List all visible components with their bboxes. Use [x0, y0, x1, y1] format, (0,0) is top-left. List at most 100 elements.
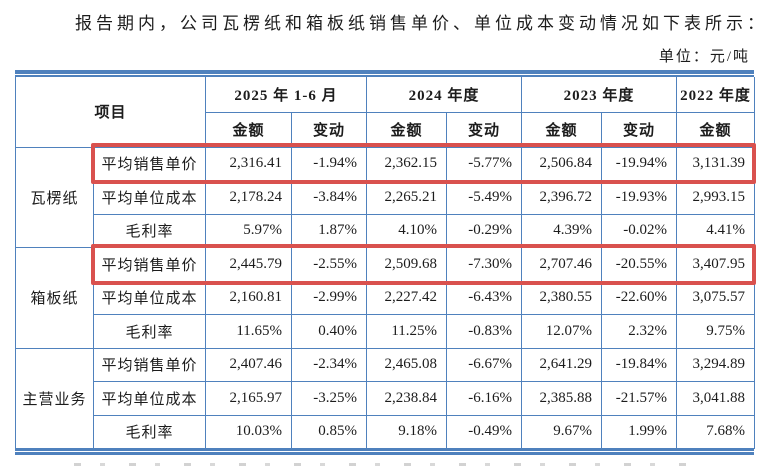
column-header-2022: 2022 年度 [676, 77, 756, 113]
table-row: 毛利率 11.65% 0.40% 11.25% -0.83% 12.07% 2.… [16, 314, 756, 349]
cell-value: 1.99% [601, 414, 678, 449]
cell-value: 2.32% [601, 314, 678, 349]
intro-paragraph: 报告期内，公司瓦楞纸和箱板纸销售单价、单位成本变动情况如下表所示： [75, 14, 766, 33]
cell-value: 3,407.95 [676, 247, 756, 282]
cell-value: 3,294.89 [676, 347, 756, 382]
cell-value: -19.93% [601, 180, 678, 215]
cell-value: 2,396.72 [521, 180, 603, 215]
row-label: 平均单位成本 [92, 280, 207, 315]
cell-value: -2.99% [291, 280, 368, 315]
subheader-change-2024: 变动 [446, 112, 523, 148]
table-row: 毛利率 10.03% 0.85% 9.18% -0.49% 9.67% 1.99… [16, 414, 756, 449]
table-row: 瓦楞纸 平均销售单价 2,316.41 -1.94% 2,362.15 -5.7… [15, 146, 756, 248]
cell-value: 2,380.55 [521, 280, 603, 315]
cell-value: 0.85% [291, 414, 368, 449]
table-row: 毛利率 5.97% 1.87% 4.10% -0.29% 4.39% -0.02… [16, 213, 756, 248]
price-cost-table: 项目 2025 年 1-6 月 2024 年度 2023 年度 2022 年度 … [14, 70, 756, 455]
cell-value: 2,178.24 [205, 180, 293, 215]
cell-value: 2,362.15 [366, 146, 448, 181]
cell-value: 2,238.84 [366, 381, 448, 416]
cell-value: 0.40% [291, 314, 368, 349]
cell-value: -2.55% [291, 247, 368, 282]
corner-header: 项目 [14, 77, 207, 148]
row-label: 毛利率 [92, 213, 207, 248]
table-row: 箱板纸 平均销售单价 2,445.79 -2.55% 2,509.68 -7.3… [15, 247, 756, 349]
cell-value: 3,075.57 [676, 280, 756, 315]
data-table: 项目 2025 年 1-6 月 2024 年度 2023 年度 2022 年度 … [14, 77, 756, 449]
cell-value: 2,641.29 [521, 347, 603, 382]
row-label: 平均销售单价 [92, 146, 207, 181]
cell-value: -22.60% [601, 280, 678, 315]
table-bottom-rule [15, 449, 754, 455]
cell-value: 10.03% [205, 414, 293, 449]
group-label-main-business: 主营业务 [15, 347, 94, 449]
cell-value: 2,165.97 [205, 381, 293, 416]
cell-value: 7.68% [676, 414, 756, 449]
subheader-amount-2023: 金额 [521, 112, 603, 148]
cell-value: 9.18% [366, 414, 448, 449]
cell-value: 2,445.79 [205, 247, 293, 282]
cell-value: 2,160.81 [205, 280, 293, 315]
table-row: 平均单位成本 2,160.81 -2.99% 2,227.42 -6.43% 2… [16, 280, 756, 315]
cell-value: -0.83% [446, 314, 523, 349]
cell-value: 2,407.46 [205, 347, 293, 382]
cell-value: -5.49% [446, 180, 523, 215]
cell-value: 2,707.46 [521, 247, 603, 282]
cell-value: 9.75% [676, 314, 756, 349]
unit-note: 单位：元/吨 [658, 49, 750, 65]
cell-value: -5.77% [446, 146, 523, 181]
cell-value: 2,509.68 [366, 247, 448, 282]
header-row-years: 项目 2025 年 1-6 月 2024 年度 2023 年度 2022 年度 [14, 77, 756, 148]
row-label: 平均销售单价 [92, 247, 207, 282]
subheader-change-2023: 变动 [601, 112, 678, 148]
cell-value: -19.94% [601, 146, 678, 181]
cell-value: 2,227.42 [366, 280, 448, 315]
subheader-amount-2024: 金额 [366, 112, 448, 148]
column-header-2025: 2025 年 1-6 月 [205, 77, 368, 113]
group-label-boxboard: 箱板纸 [15, 247, 94, 349]
column-header-2023: 2023 年度 [521, 77, 678, 113]
row-label: 毛利率 [92, 414, 207, 449]
group-label-corrugated: 瓦楞纸 [15, 146, 94, 248]
cell-value: 4.39% [521, 213, 603, 248]
cell-value: -6.43% [446, 280, 523, 315]
cell-value: -19.84% [601, 347, 678, 382]
table-row: 主营业务 平均销售单价 2,407.46 -2.34% 2,465.08 -6.… [15, 347, 756, 449]
cell-value: -0.49% [446, 414, 523, 449]
cell-value: -3.25% [291, 381, 368, 416]
cell-value: 11.25% [366, 314, 448, 349]
cell-value: 11.65% [205, 314, 293, 349]
subheader-change-2025: 变动 [291, 112, 368, 148]
cell-value: -20.55% [601, 247, 678, 282]
subheader-amount-2022: 金额 [676, 112, 756, 148]
row-label: 平均单位成本 [92, 381, 207, 416]
cell-value: 2,316.41 [205, 146, 293, 181]
table-row: 平均单位成本 2,165.97 -3.25% 2,238.84 -6.16% 2… [16, 381, 756, 416]
cell-value: -0.29% [446, 213, 523, 248]
cell-value: 5.97% [205, 213, 293, 248]
row-label: 毛利率 [92, 314, 207, 349]
cell-value: 2,465.08 [366, 347, 448, 382]
cell-value: -1.94% [291, 146, 368, 181]
cell-value: -0.02% [601, 213, 678, 248]
cell-value: 3,131.39 [676, 146, 756, 181]
cell-value: -6.67% [446, 347, 523, 382]
subheader-amount-2025: 金额 [205, 112, 293, 148]
cell-value: 4.41% [676, 213, 756, 248]
cell-value: 9.67% [521, 414, 603, 449]
cell-value: 2,385.88 [521, 381, 603, 416]
cell-value: 4.10% [366, 213, 448, 248]
cell-value: -21.57% [601, 381, 678, 416]
cell-value: 12.07% [521, 314, 603, 349]
clipped-text-remnant [74, 463, 694, 466]
cell-value: -7.30% [446, 247, 523, 282]
cell-value: 1.87% [291, 213, 368, 248]
cell-value: -3.84% [291, 180, 368, 215]
table-row: 平均单位成本 2,178.24 -3.84% 2,265.21 -5.49% 2… [16, 180, 756, 215]
row-label: 平均单位成本 [92, 180, 207, 215]
cell-value: 2,265.21 [366, 180, 448, 215]
cell-value: -2.34% [291, 347, 368, 382]
cell-value: 2,506.84 [521, 146, 603, 181]
row-label: 平均销售单价 [92, 347, 207, 382]
table-top-rule [15, 70, 754, 77]
